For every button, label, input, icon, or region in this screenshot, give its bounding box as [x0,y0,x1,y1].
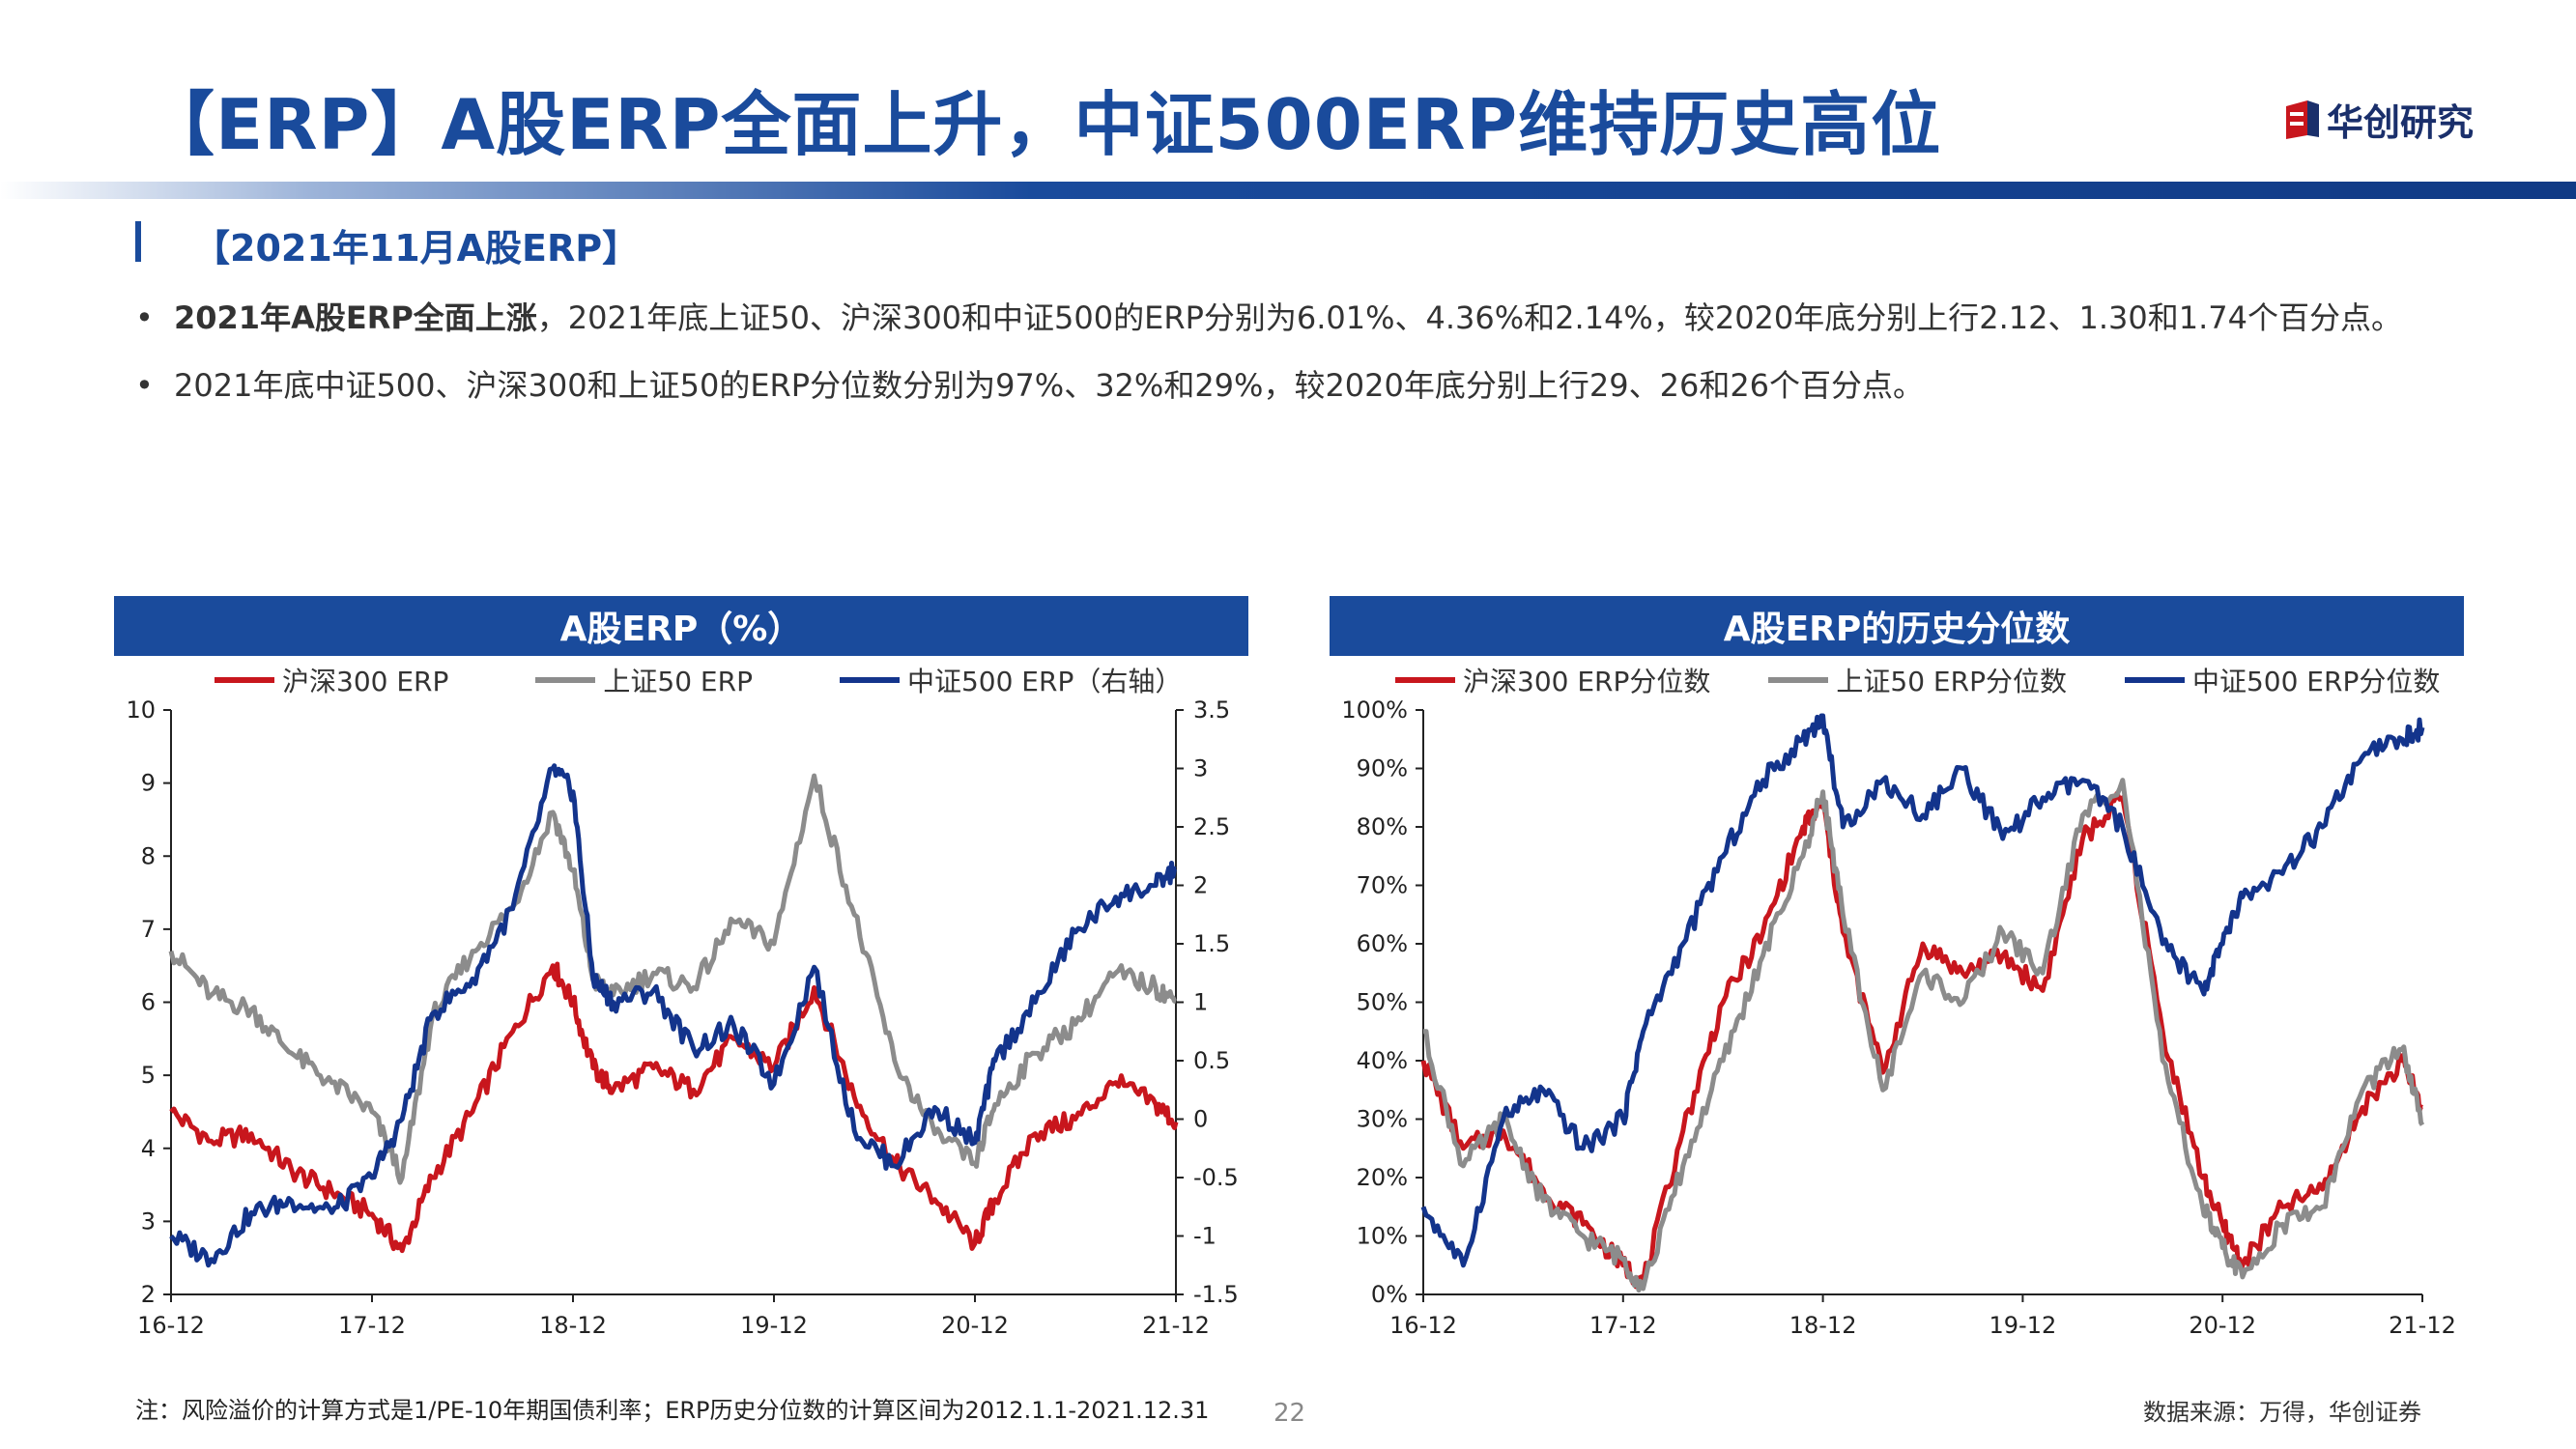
footnote: 注：风险溢价的计算方式是1/PE-10年期国债利率；ERP历史分位数的计算区间为… [135,1397,1210,1424]
y-tick-label: 2 [141,1281,156,1308]
y2-tick-label: 2.5 [1193,813,1230,840]
series-line-1 [169,961,1179,1254]
chart-1-title: A股ERP（%） [114,596,1248,656]
data-source: 数据来源：万得，华创证券 [2143,1399,2421,1426]
legend-item: 中证500 ERP分位数 [2124,661,2440,699]
y-tick-label: 8 [141,842,156,869]
logo: 华创研究 [2282,93,2474,146]
x-tick-label: 17-12 [338,1312,406,1339]
legend-item: 上证50 ERP分位数 [1768,661,2067,699]
y2-tick-label: -1.5 [1193,1281,1239,1308]
y2-tick-label: 1.5 [1193,930,1230,957]
y-tick-label: 4 [141,1135,156,1162]
chart-2: 0% 10% 20% 30% 40% 50% 60% 70% 80% 90% 100% 16-12 17… [1341,696,2456,1339]
y-tick-label: 0% [1371,1281,1408,1308]
series-line-2 [168,773,1177,1185]
y-tick-label: 3 [141,1208,156,1235]
bullet-dot: • [135,367,154,404]
bullet-2-text: 2021年底中证500、沪深300和上证50的ERP分位数分别为97%、32%和… [174,367,1925,404]
y-tick-label: 70% [1357,872,1408,899]
series-line-1 [1420,790,2423,1292]
chart-2-legend: 沪深300 ERP分位数 上证50 ERP分位数 中证500 ERP分位数 [1395,661,2440,699]
series-line-3 [169,763,1177,1268]
x-tick-label: 16-12 [1389,1312,1457,1339]
legend-item: 沪深300 ERP分位数 [1395,661,1710,699]
bullet-1-text: ，2021年底上证50、沪深300和中证500的ERP分别为6.01%、4.36… [536,299,2403,336]
y2-tick-label: 1 [1193,989,1208,1016]
x-tick-label: 18-12 [1789,1312,1857,1339]
x-tick-label: 20-12 [2189,1312,2256,1339]
y-tick-label: 80% [1357,813,1408,840]
y2-tick-label: -1 [1193,1223,1216,1250]
y-tick-label: 50% [1357,989,1408,1016]
legend-item: 上证50 ERP [535,661,753,699]
y-tick-label: 7 [141,916,156,943]
x-tick-label: 21-12 [1142,1312,1210,1339]
legend-item: 沪深300 ERP [215,661,448,699]
x-tick-label: 16-12 [137,1312,205,1339]
y2-tick-label: -0.5 [1193,1164,1239,1191]
bullet-dot: • [135,299,154,336]
bullet-1: • 2021年A股ERP全面上涨，2021年底上证50、沪深300和中证500的E… [135,294,2402,338]
section-title: 【2021年11月A股ERP】 [193,227,640,270]
chart-1-legend: 沪深300 ERP 上证50 ERP 中证500 ERP（右轴） [215,661,1269,699]
y-tick-label: 10 [126,696,156,724]
series-line-3 [1420,713,2425,1268]
chart-2-title: A股ERP的历史分位数 [1330,596,2464,656]
x-tick-label: 17-12 [1589,1312,1657,1339]
x-tick-label: 18-12 [539,1312,607,1339]
bullet-2: • 2021年底中证500、沪深300和上证50的ERP分位数分别为97%、32%… [135,361,1924,406]
y-tick-label: 40% [1357,1047,1408,1074]
y2-tick-label: 3.5 [1193,696,1230,724]
logo-icon [2286,99,2319,139]
series-line-2 [1422,778,2425,1293]
section-marker [135,221,141,262]
y-tick-label: 5 [141,1062,156,1089]
y2-tick-label: 0.5 [1193,1047,1230,1074]
legend-item: 中证500 ERP（右轴） [839,661,1182,699]
y2-tick-label: 2 [1193,872,1208,899]
page-number: 22 [1274,1399,1306,1428]
y-tick-label: 90% [1357,755,1408,782]
logo-text: 华创研究 [2327,101,2475,144]
page-title: 【ERP】A股ERP全面上升，中证500ERP维持历史高位 [145,84,1942,165]
bullet-1-bold: 2021年A股ERP全面上涨 [174,299,537,336]
y-tick-label: 30% [1357,1106,1408,1133]
y-tick-label: 10% [1357,1223,1408,1250]
y-tick-label: 60% [1357,930,1408,957]
y-tick-label: 9 [141,770,156,797]
header-divider [0,182,2576,199]
x-tick-label: 21-12 [2389,1312,2456,1339]
y2-tick-label: 3 [1193,755,1208,782]
y2-tick-label: 0 [1193,1106,1208,1133]
x-tick-label: 20-12 [941,1312,1009,1339]
y-tick-label: 100% [1341,696,1408,724]
y-tick-label: 20% [1357,1164,1408,1191]
x-tick-label: 19-12 [740,1312,808,1339]
y-tick-label: 6 [141,989,156,1016]
chart-1: 2 3 4 5 6 7 8 9 10 -1.5 -1 -0.5 0 0.5 1 1.5 2 2.5 3 3.5 16-1… [126,696,1239,1339]
x-tick-label: 19-12 [1989,1312,2057,1339]
